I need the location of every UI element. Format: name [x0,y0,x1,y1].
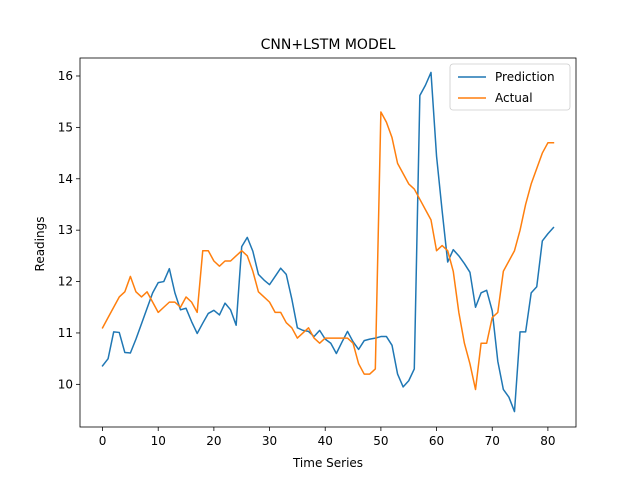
legend-label: Prediction [495,70,555,84]
x-tick-label: 70 [485,434,500,448]
x-tick-label: 60 [429,434,444,448]
x-tick-label: 10 [151,434,166,448]
x-tick-label: 50 [373,434,388,448]
y-tick-label: 13 [58,223,73,237]
y-tick-label: 10 [58,377,73,391]
plot-lines [101,71,555,413]
legend: Prediction Actual [449,63,571,111]
plot-frame [79,57,577,428]
legend-label: Actual [495,91,533,105]
x-tick-label: 80 [540,434,555,448]
y-tick-label: 16 [58,69,73,83]
y-tick-label: 15 [58,120,73,134]
x-axis: 0 10 20 30 40 50 60 70 80 [99,427,556,448]
y-axis-label: Readings [33,217,47,272]
x-tick-label: 40 [318,434,333,448]
y-tick-label: 12 [58,275,73,289]
x-tick-label: 20 [206,434,221,448]
series-line-actual [101,111,555,391]
x-tick-label: 0 [99,434,107,448]
y-tick-label: 11 [58,326,73,340]
y-axis: 10 11 12 13 14 15 16 [58,69,80,391]
series-line-prediction [101,71,555,413]
chart-title: CNN+LSTM MODEL [261,37,396,53]
y-tick-label: 14 [58,172,73,186]
x-tick-label: 30 [262,434,277,448]
x-axis-label: Time Series [292,456,363,470]
